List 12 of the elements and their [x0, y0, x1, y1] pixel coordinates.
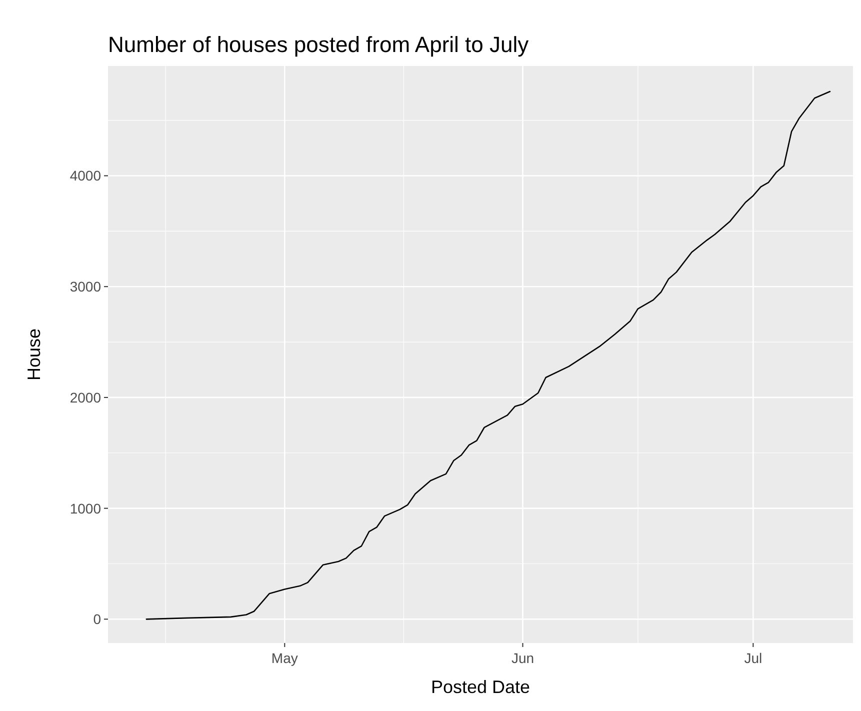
- x-tick-label: Jun: [511, 650, 534, 666]
- y-tick-label: 0: [93, 611, 102, 628]
- chart-title: Number of houses posted from April to July: [108, 32, 529, 57]
- y-tick-label: 3000: [70, 278, 102, 295]
- y-axis-title: House: [24, 328, 44, 381]
- line-series: [146, 90, 831, 620]
- x-axis-title: Posted Date: [430, 677, 530, 697]
- x-tick-label: May: [271, 650, 298, 666]
- y-tick-label: 4000: [70, 168, 102, 184]
- y-tick-label: 2000: [70, 389, 102, 406]
- y-tick-label: 1000: [70, 500, 102, 516]
- x-tick-label: Jul: [744, 650, 762, 666]
